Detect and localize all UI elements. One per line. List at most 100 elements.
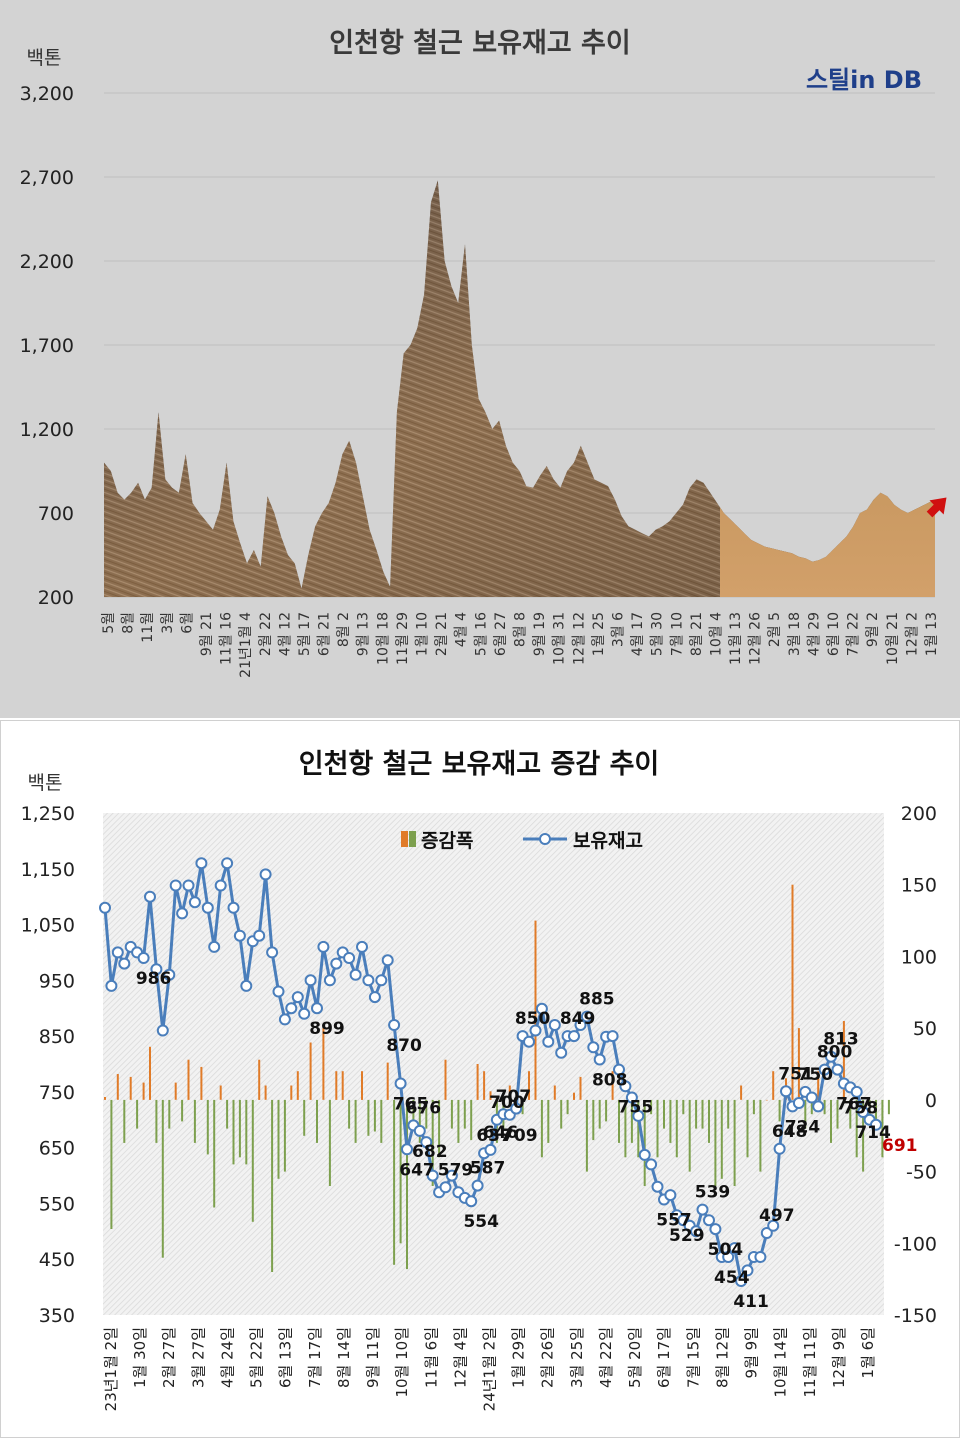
chart2-bar	[618, 1099, 620, 1143]
chart1-x-axis-ticks: 5월 8월 11월 3월 6월 9월 21 11월 16 21년1월 4 2월 22 4월 12 5…	[101, 612, 940, 678]
chart2-stock-point	[593, 1053, 606, 1066]
chart2-legend: 증감폭 보유재고	[401, 830, 643, 852]
chart2-stock-point	[182, 879, 195, 892]
chart2-bar	[759, 1099, 762, 1172]
chart2-bar	[823, 1099, 826, 1115]
chart2-bar	[264, 1085, 267, 1100]
chart2-y2-tick: -50	[906, 1162, 937, 1184]
chart2-y-tick: 1,150	[21, 859, 75, 881]
chart2-stock-point	[150, 963, 163, 976]
chart2-bar	[361, 1071, 363, 1100]
chart2-bar	[585, 1099, 588, 1172]
chart2-data-label: 676	[406, 1098, 442, 1118]
chart2-bar	[675, 1099, 678, 1158]
legend-line-label: 보유재고	[573, 830, 643, 852]
chart2-bar	[438, 1099, 441, 1158]
chart2-bar	[611, 1071, 614, 1100]
chart1-x-tick: 7월 22	[846, 612, 862, 656]
chart2-x-axis-ticks: 23년1월 2일 1월 30일 2월 27일 3월 27일 4월 24일 5월 22일 6월…	[102, 1327, 877, 1411]
chart2-stock-point	[259, 868, 272, 881]
chart2-bar	[701, 1099, 704, 1129]
chart2-stock-point	[439, 1181, 452, 1194]
chart2-stock-point	[426, 1169, 439, 1182]
chart2-bar	[213, 1099, 216, 1208]
chart2-stock-point	[696, 1203, 709, 1216]
chart1-y-axis-ticks: 200 700 1,200 1,700 2,200 2,700 3,200	[20, 83, 74, 609]
chart2-bar	[393, 1099, 396, 1265]
chart2-stock-point	[805, 1091, 818, 1104]
chart2-y-axis-ticks: 350 450 550 650 750 850 950 1,050 1,150 1,250	[21, 803, 75, 1327]
chart2-bar	[778, 1099, 781, 1122]
chart2-data-label: 870	[386, 1036, 422, 1056]
chart2-bar	[881, 1099, 884, 1158]
chart1-x-tick: 4월 12	[277, 612, 293, 656]
chart1-y-tick: 2,700	[20, 167, 74, 189]
chart2-x-tick: 6월 13일	[277, 1327, 295, 1388]
chart2-data-label: 755	[618, 1097, 654, 1117]
chart2-bar	[187, 1059, 190, 1100]
chart2-bar	[752, 1099, 755, 1115]
chart2-stock-point	[208, 940, 221, 953]
chart2-stock-point	[568, 1030, 580, 1043]
chart2-bar	[804, 1099, 807, 1129]
chart2-data-label: 813	[823, 1030, 859, 1050]
chart2-bar	[695, 1099, 698, 1129]
chart2-bar	[296, 1071, 299, 1100]
chart2-bar	[605, 1099, 608, 1122]
chart2-y-tick: 550	[39, 1193, 75, 1215]
chart2-bar	[875, 1099, 877, 1129]
chart2-x-tick: 5월 22일	[248, 1327, 266, 1388]
chart1-x-tick: 5월	[101, 612, 117, 634]
chart2-x-tick: 7월 17일	[306, 1327, 324, 1388]
chart2-data-label: 850	[515, 1009, 551, 1029]
chart2-stock-point	[240, 979, 253, 992]
chart2-bar	[650, 1099, 653, 1115]
chart2-bar	[258, 1059, 261, 1100]
legend-line-marker	[539, 833, 551, 845]
chart1-x-tick: 21년1월 4	[238, 612, 254, 678]
chart1-x-tick: 11월 13	[728, 612, 744, 665]
chart2-bar	[727, 1099, 730, 1129]
chart1-gridlines	[104, 92, 935, 598]
chart2-stock-point	[118, 957, 131, 970]
chart2-bar	[142, 1082, 145, 1100]
chart1-y-tick: 200	[38, 587, 74, 609]
chart2-y2-tick: 200	[901, 803, 937, 825]
chart2-bar	[386, 1062, 389, 1100]
chart2-bar	[643, 1099, 646, 1186]
chart1-x-tick: 12월 26	[748, 612, 764, 665]
chart2-bar	[714, 1099, 717, 1186]
chart2-stock-point	[388, 1019, 401, 1031]
chart2-bar	[303, 1099, 306, 1136]
chart2-bar	[290, 1085, 293, 1100]
chart1-x-tick: 4월 4	[454, 612, 470, 647]
chart2-stock-point	[105, 979, 118, 992]
chart2-stock-point	[760, 1227, 773, 1239]
chart2-bar	[450, 1099, 453, 1129]
chart2-bar	[149, 1046, 151, 1100]
chart2-y2-tick: 150	[901, 875, 937, 897]
chart2-stock-point	[176, 907, 189, 920]
chart2-bar	[579, 1076, 582, 1100]
chart2-bar	[309, 1042, 312, 1100]
chart2-x-tick: 7월 15일	[684, 1327, 702, 1388]
chart2-data-label: 411	[733, 1292, 769, 1312]
chart2-bar	[418, 1099, 421, 1143]
chart2-stock-point	[548, 1019, 561, 1031]
chart2-stock-point	[619, 1080, 632, 1093]
chart2-stock-point	[613, 1063, 625, 1076]
chart2-bar	[354, 1099, 357, 1143]
chart2-bar-series	[104, 884, 890, 1272]
chart1-x-tick: 1월 25	[591, 612, 607, 656]
chart2-bar	[830, 1099, 832, 1143]
chart1-x-tick: 5월 17	[297, 612, 313, 656]
chart2-stock-point	[754, 1251, 767, 1263]
chart1-y-unit: 백톤	[27, 47, 62, 69]
chart1-x-tick: 4월 29	[806, 612, 822, 656]
chart2-bar	[868, 1099, 871, 1115]
chart2-bar	[206, 1099, 209, 1155]
chart2-stock-point	[272, 985, 285, 998]
chart2-bar	[104, 1097, 106, 1100]
chart2-stock-point	[703, 1214, 715, 1227]
chart2-data-label: 557	[656, 1211, 692, 1231]
